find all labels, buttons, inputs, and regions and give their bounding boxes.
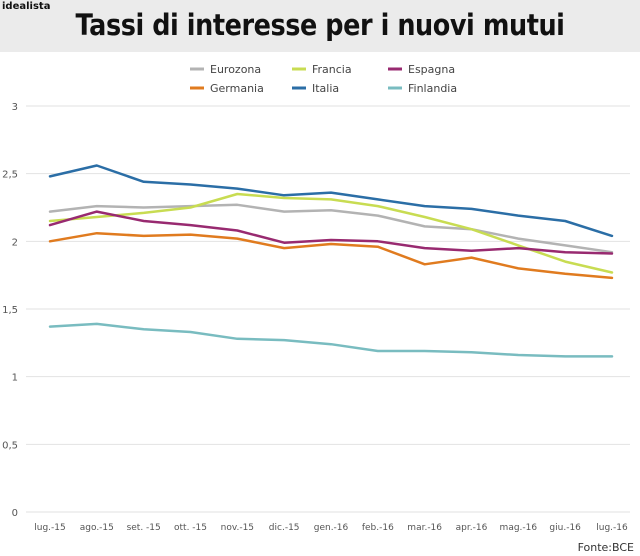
legend-label: Italia: [312, 82, 339, 95]
y-axis-ticks: 0 0,5 1 1,5 2 2,5 3: [2, 102, 18, 519]
series-line-italia: [48, 164, 614, 238]
chart-title: Tassi di interesse per i nuovi mutui: [75, 8, 565, 42]
legend-label: Espagna: [408, 63, 455, 76]
series-lines: [48, 164, 614, 358]
x-tick-label: feb.-16: [362, 523, 394, 533]
y-tick-label: 1: [12, 373, 18, 384]
x-tick-label: lug.-15: [34, 523, 65, 533]
x-tick-label: set. -15: [127, 523, 161, 533]
y-tick-label: 2: [12, 237, 18, 248]
legend-label: Eurozona: [210, 63, 261, 76]
x-tick-label: mar.-16: [407, 523, 442, 533]
brand-logo: idealista: [2, 1, 51, 12]
grid-lines: [26, 105, 630, 513]
series-line-espagna: [48, 210, 614, 255]
x-tick-label: mag.-16: [500, 523, 538, 533]
x-axis-ticks: lug.-15 ago.-15 set. -15 ott. -15 nov.-15 dic…: [34, 523, 628, 533]
x-tick-label: giu.-16: [549, 523, 581, 533]
x-tick-label: lug.-16: [596, 523, 628, 533]
y-tick-label: 0: [12, 508, 18, 519]
y-tick-label: 1,5: [2, 305, 18, 316]
x-tick-label: ago.-15: [80, 523, 114, 533]
x-tick-label: dic.-15: [269, 523, 300, 533]
y-tick-label: 3: [12, 102, 18, 113]
source-note: Fonte:BCE: [577, 541, 634, 554]
header-bar: idealista Tassi di interesse per i nuovi…: [0, 0, 640, 52]
legend-label: Francia: [312, 63, 352, 76]
y-tick-label: 2,5: [2, 170, 18, 181]
series-line-eurozona: [48, 203, 614, 254]
series-line-germania: [48, 231, 614, 280]
x-tick-label: nov.-15: [221, 523, 254, 533]
legend-label: Finlandia: [408, 82, 457, 95]
x-tick-label: ott. -15: [174, 523, 207, 533]
series-line-finlandia: [48, 322, 614, 358]
legend-label: Germania: [210, 82, 264, 95]
x-tick-label: gen.-16: [314, 523, 349, 533]
x-tick-label: apr.-16: [456, 523, 488, 533]
legend: Eurozona Francia Espagna Germania Italia Finl…: [190, 63, 457, 95]
y-tick-label: 0,5: [2, 440, 18, 451]
series-line-francia: [48, 192, 614, 274]
